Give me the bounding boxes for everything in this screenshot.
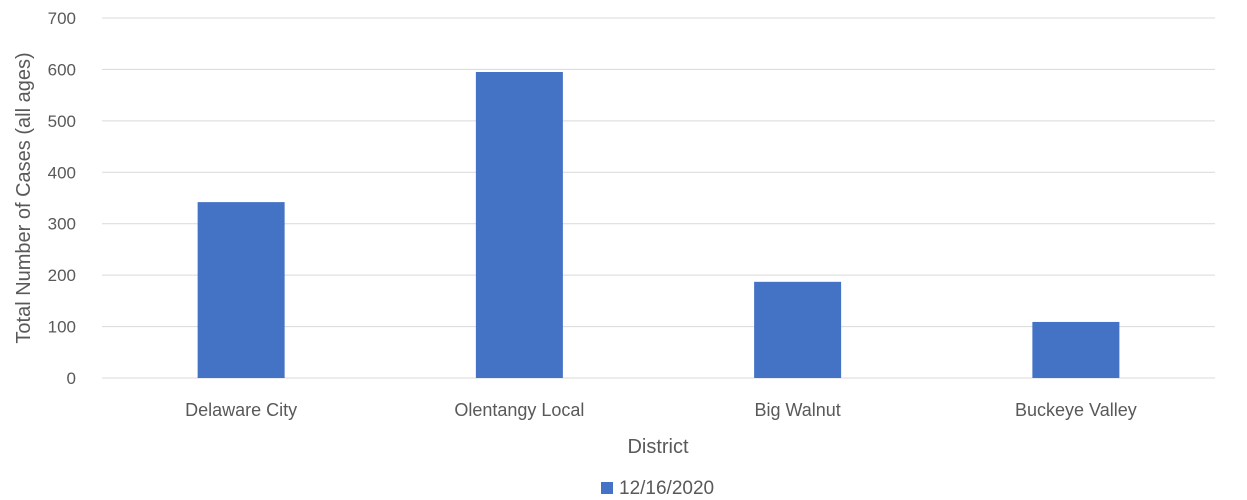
x-tick-label: Big Walnut [754,400,840,420]
y-tick-label: 300 [48,215,76,234]
y-tick-label: 700 [48,9,76,28]
x-axis-title: District [627,436,689,458]
x-tick-label: Buckeye Valley [1015,400,1137,420]
legend-label: 12/16/2020 [619,478,714,499]
y-tick-label: 600 [48,60,76,79]
x-axis-ticks: Delaware City Olentangy Local Big Walnut Bu… [185,400,1137,420]
y-tick-label: 500 [48,112,76,131]
legend: 12/16/2020 [601,478,714,499]
y-axis-title: Total Number of Cases (all ages) [13,52,35,343]
bar [475,72,563,378]
y-axis-ticks: 0 100 200 300 400 500 600 700 [48,9,76,388]
y-tick-label: 0 [67,369,76,388]
bar [197,202,285,378]
y-tick-label: 400 [48,163,76,182]
x-tick-label: Delaware City [185,400,297,420]
legend-swatch [601,482,613,494]
y-tick-label: 100 [48,318,76,337]
bars [197,72,1120,378]
bar [1032,321,1120,378]
y-tick-label: 200 [48,266,76,285]
gridlines [102,17,1215,379]
bar [754,281,842,378]
x-tick-label: Olentangy Local [454,400,584,420]
